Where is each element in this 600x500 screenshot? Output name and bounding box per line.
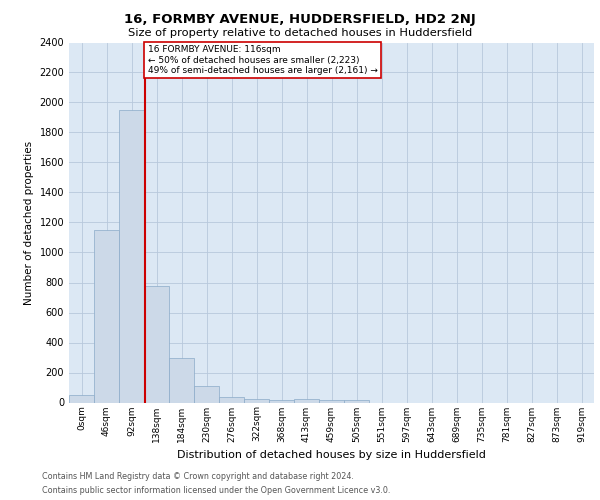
Bar <box>219 396 244 402</box>
Text: Contains HM Land Registry data © Crown copyright and database right 2024.: Contains HM Land Registry data © Crown c… <box>42 472 354 481</box>
Bar <box>319 400 344 402</box>
Bar <box>344 400 369 402</box>
Text: Size of property relative to detached houses in Huddersfield: Size of property relative to detached ho… <box>128 28 472 38</box>
Bar <box>244 399 269 402</box>
Bar <box>69 395 94 402</box>
Bar <box>169 358 194 403</box>
Bar <box>294 399 319 402</box>
Text: 16 FORMBY AVENUE: 116sqm
← 50% of detached houses are smaller (2,223)
49% of sem: 16 FORMBY AVENUE: 116sqm ← 50% of detach… <box>148 46 377 76</box>
Bar <box>269 400 294 402</box>
Bar <box>144 286 169 403</box>
Text: 16, FORMBY AVENUE, HUDDERSFIELD, HD2 2NJ: 16, FORMBY AVENUE, HUDDERSFIELD, HD2 2NJ <box>124 12 476 26</box>
Bar <box>119 110 144 403</box>
Bar <box>194 386 219 402</box>
X-axis label: Distribution of detached houses by size in Huddersfield: Distribution of detached houses by size … <box>177 450 486 460</box>
Text: Contains public sector information licensed under the Open Government Licence v3: Contains public sector information licen… <box>42 486 391 495</box>
Bar <box>94 230 119 402</box>
Y-axis label: Number of detached properties: Number of detached properties <box>24 140 34 304</box>
